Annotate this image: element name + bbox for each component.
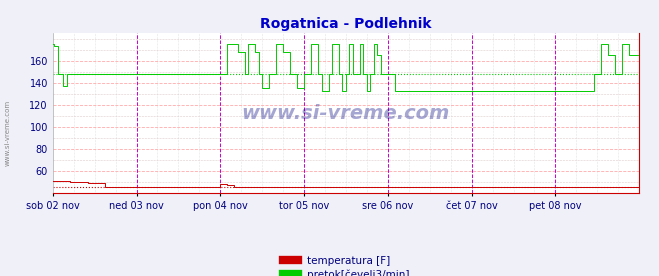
Text: www.si-vreme.com: www.si-vreme.com [242,104,450,123]
Text: www.si-vreme.com: www.si-vreme.com [5,99,11,166]
Title: Rogatnica - Podlehnik: Rogatnica - Podlehnik [260,17,432,31]
Legend: temperatura [F], pretok[čevelj3/min]: temperatura [F], pretok[čevelj3/min] [279,252,413,276]
